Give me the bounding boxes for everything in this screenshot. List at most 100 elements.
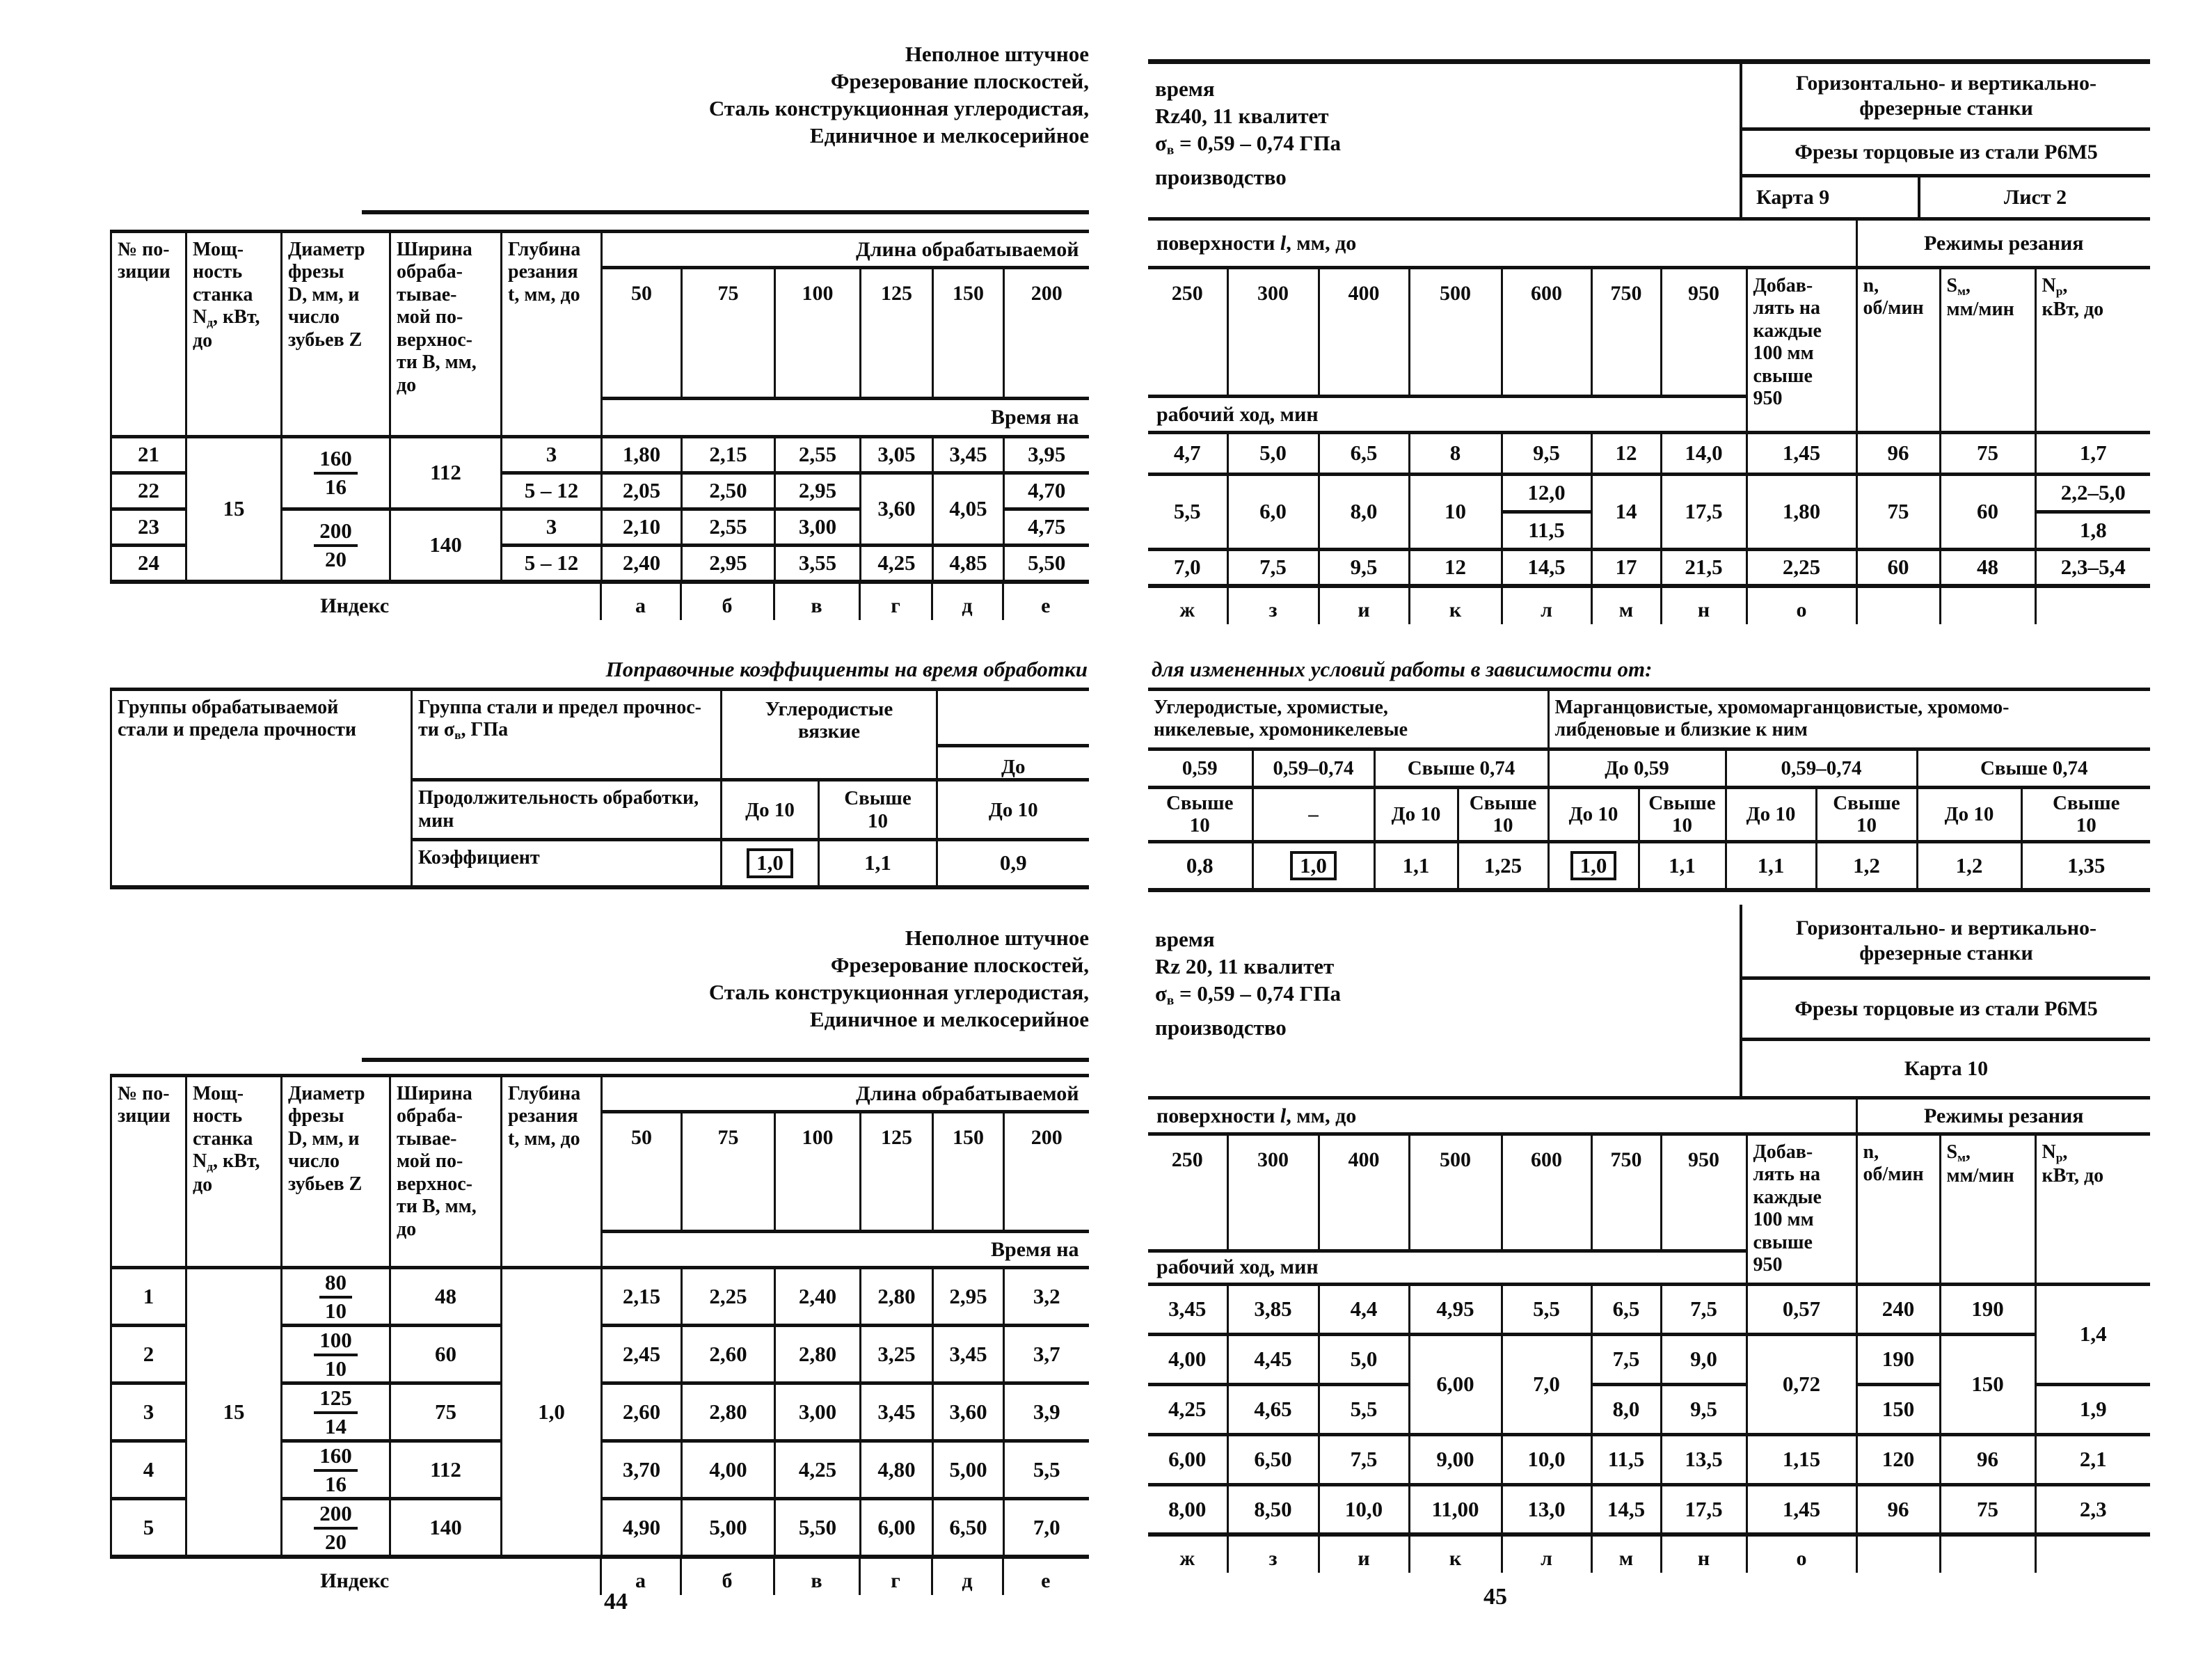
table-cell: Nр, кВт, до xyxy=(2034,266,2150,434)
coefficients-table-right: Углеродистые, хромистые, никелевые, хромо… xyxy=(1148,688,2150,893)
table-cell: 240 xyxy=(1855,1282,1941,1336)
table-cell: № по-зиции xyxy=(110,1074,187,1269)
table-cell: 1,0 xyxy=(720,838,820,889)
card10-info-box: Горизонтально- и вертикально-фрезерные с… xyxy=(1740,905,2150,1096)
table-cell: 200 xyxy=(1003,266,1089,400)
table-cell: 125 xyxy=(859,266,934,400)
table-cell: о xyxy=(1745,1537,1856,1573)
table-cell: 2 xyxy=(110,1324,187,1386)
table-cell: Свыше 10 xyxy=(2020,785,2150,843)
machine-type-label: Горизонтально- и вертикально-фрезерные с… xyxy=(1742,64,2150,131)
table-cell: 150 xyxy=(1855,1382,1941,1436)
table-cell: – xyxy=(1251,785,1376,843)
table-cell: рабочий ход, мин xyxy=(1148,1248,1746,1286)
table-cell: рабочий ход, мин xyxy=(1148,395,1746,434)
table-cell: 3,00 xyxy=(774,507,861,547)
table-cell: 7,0 xyxy=(1148,548,1229,587)
table-cell: 4 xyxy=(110,1439,187,1501)
table-cell: 0,59–0,74 xyxy=(1251,747,1376,789)
header-line: Сталь конструкционная углеродистая, xyxy=(708,980,1089,1004)
table-cell: 48 xyxy=(389,1265,502,1328)
table-cell: к xyxy=(1408,587,1502,624)
sheet-number: Лист 2 xyxy=(1917,177,2150,217)
table-cell: 112 xyxy=(389,435,502,511)
table-cell: 300 xyxy=(1226,1132,1320,1253)
table-cell: 13,0 xyxy=(1500,1482,1593,1537)
table-cell: и xyxy=(1317,1537,1409,1573)
table-cell: 1,1 xyxy=(1637,839,1727,892)
table-cell: 300 xyxy=(1226,266,1320,398)
boxed-value: 1,0 xyxy=(1290,850,1337,881)
table-cell: 2,60 xyxy=(600,1381,683,1443)
card9-time-table-right: поверхности l, мм, до Режимы резания 250 30… xyxy=(1148,217,2150,588)
card9-left-table-block: № по-зиции Мощ-ность станка Nд, кВт, до Диаме… xyxy=(110,230,1089,620)
table-cell: 2,3 xyxy=(2034,1482,2150,1537)
fraction-cell: 160 16 xyxy=(280,435,391,511)
coefficients-title-right: для измененных условий работы в зависимо… xyxy=(1152,657,1653,681)
table-cell: г xyxy=(858,583,932,620)
card10-index-row-left: Индекс а б в г д е xyxy=(110,1559,1088,1596)
table-cell: 2,25 xyxy=(1745,548,1858,587)
table-cell: 3 xyxy=(500,435,603,475)
table-cell: 10 xyxy=(1408,473,1503,551)
fraction-value: 160 16 xyxy=(314,447,358,498)
fraction-value: 100 10 xyxy=(314,1329,358,1380)
right-page-bottom-header: время Rz 20, 11 квалитет σв = 0,59 – 0,7… xyxy=(1155,926,1712,1041)
table-cell: з xyxy=(1226,587,1319,624)
table-cell: 2,40 xyxy=(600,544,683,583)
table-cell: 17,5 xyxy=(1660,1482,1748,1537)
table-cell xyxy=(1855,1537,1940,1573)
table-cell: в xyxy=(772,583,859,620)
table-cell: 4,4 xyxy=(1317,1282,1410,1336)
table-cell: 600 xyxy=(1500,1132,1593,1253)
table-cell: 14,5 xyxy=(1590,1482,1662,1537)
boxed-value: 1,0 xyxy=(1570,850,1617,881)
table-cell: 3,7 xyxy=(1003,1324,1089,1386)
table-cell: д xyxy=(930,1559,1003,1596)
table-cell: Добав-лять на каждые 100 мм свыше 950 xyxy=(1745,1132,1858,1286)
table-cell: 4,25 xyxy=(774,1439,861,1501)
table-cell: 75 xyxy=(1939,1482,2037,1537)
table-cell: 14,0 xyxy=(1660,431,1748,476)
table-cell: 2,25 xyxy=(681,1265,776,1328)
table-cell: 100 xyxy=(774,266,861,400)
header-line: Rz 20, 11 квалитет xyxy=(1155,954,1335,978)
table-cell: 5,0 xyxy=(1317,1332,1410,1386)
table-cell: 15 xyxy=(185,435,283,583)
header-line: Фрезерование плоскостей, xyxy=(830,69,1089,93)
table-cell: 3,45 xyxy=(932,1324,1005,1386)
table-cell: 10,0 xyxy=(1500,1432,1593,1486)
header-line: Единичное и мелкосерийное xyxy=(809,1007,1089,1031)
table-cell: 4,85 xyxy=(932,544,1005,583)
card-number: Карта 10 xyxy=(1904,1056,1989,1080)
table-cell: Время на xyxy=(600,1230,1089,1269)
table-cell: 1,0 xyxy=(1251,839,1376,892)
table-cell: 4,25 xyxy=(1148,1382,1229,1436)
card9-time-table-left: № по-зиции Мощ-ность станка Nд, кВт, до Диаме… xyxy=(110,230,1089,584)
table-cell: Ширина обраба-тывае-мой по-верхнос-ти В, … xyxy=(389,230,502,438)
table-cell: 100 xyxy=(774,1110,861,1233)
table-cell: 7,0 xyxy=(1500,1332,1593,1436)
table-cell: 23 xyxy=(110,507,187,547)
table-cell: 8,0 xyxy=(1590,1382,1662,1436)
table-cell xyxy=(1939,1537,2035,1573)
table-cell: Группа стали и предел прочнос-ти σв, ГПа xyxy=(411,687,722,782)
tool-type-label: Фрезы торцовые из стали Р6М5 xyxy=(1742,131,2150,177)
table-cell: Ширина обраба-тывае-мой по-верхнос-ти В, … xyxy=(389,1074,502,1269)
table-cell: 4,90 xyxy=(600,1497,683,1559)
table-cell: 1,2 xyxy=(1815,839,1918,892)
table-cell: 8,0 xyxy=(1317,473,1410,551)
table-cell: б xyxy=(679,1559,774,1596)
card9-info-box: Горизонтально- и вертикально-фрезерные с… xyxy=(1740,64,2150,217)
table-cell: 75 xyxy=(1855,473,1941,551)
table-cell: 3,60 xyxy=(932,1381,1005,1443)
table-cell: Марганцовистые, хромомарганцовистые, хро… xyxy=(1547,688,2150,751)
table-cell: 500 xyxy=(1408,1132,1503,1253)
table-cell: 6,00 xyxy=(1148,1432,1229,1486)
table-cell: 3,45 xyxy=(1148,1282,1229,1336)
table-cell: 96 xyxy=(1855,431,1941,476)
table-cell: 5,00 xyxy=(681,1497,776,1559)
card9-index-row-left: Индекс а б в г д е xyxy=(110,583,1088,620)
table-cell: 4,75 xyxy=(1003,507,1089,547)
